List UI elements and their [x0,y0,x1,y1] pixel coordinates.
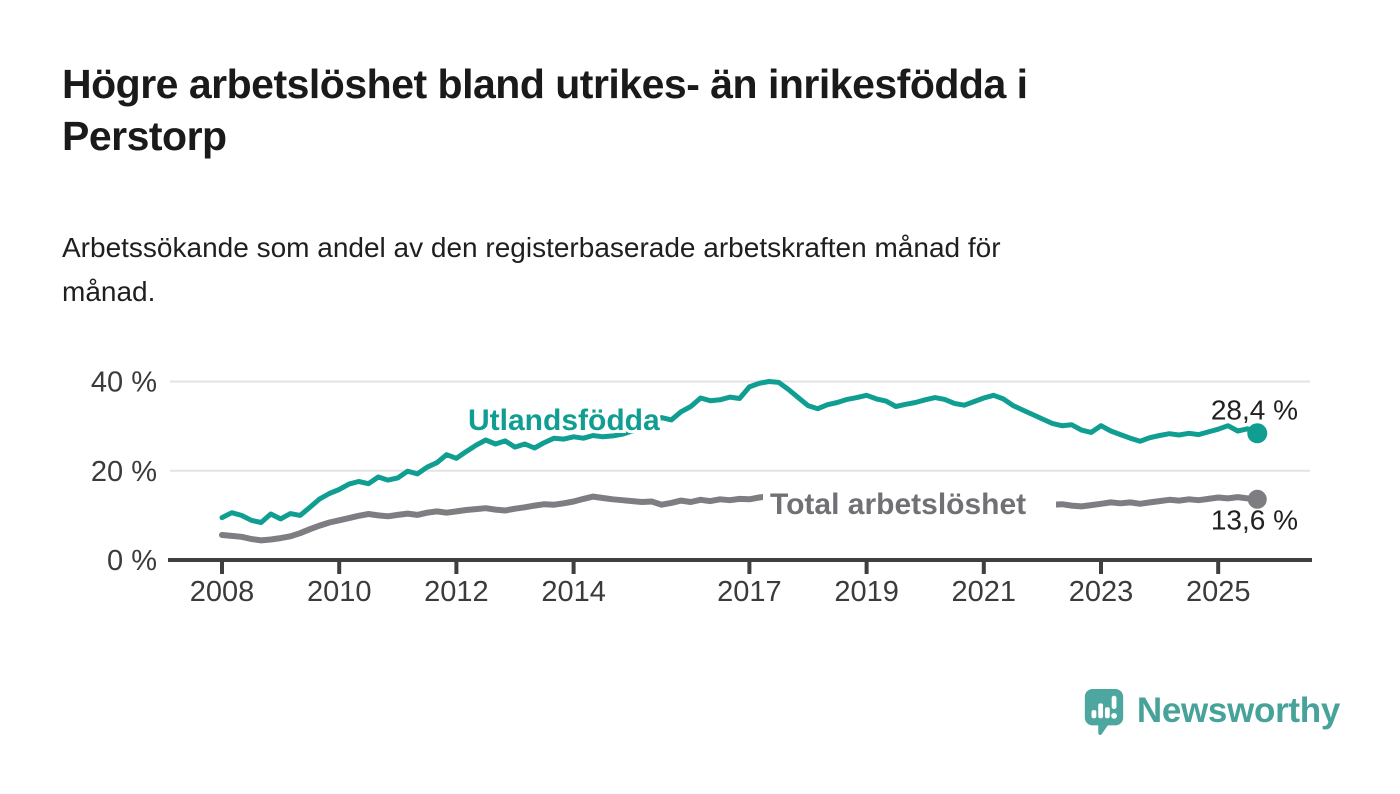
end-value-label-total-arbetsloshet: 13,6 % [1211,504,1298,535]
chart-title-line-2: Perstorp [62,113,227,159]
end-value-label-utlandsfodda: 28,4 % [1211,394,1298,425]
series-line-total-arbetsloshet [219,493,1261,544]
chart-title-line-1: Högre arbetslöshet bland utrikes- än inr… [62,61,1028,107]
series-label-total-arbetsloshet: Total arbetslöshet [770,488,1026,521]
x-tick-label-2023: 2023 [1069,576,1134,608]
series-label-backdrop [763,487,1056,519]
x-tick-label-2010: 2010 [307,576,372,608]
end-dot-utlandsfodda [1247,423,1268,444]
chart-subtitle-line-1: Arbetssökande som andel av den registerb… [62,232,1001,263]
newsworthy-logo: Newsworthy [1081,684,1340,738]
x-tick-label-2008: 2008 [190,576,255,608]
x-tick-label-2012: 2012 [424,576,489,608]
y-tick-label-0: 0 % [107,545,157,577]
bar-chart-speech-bubble-icon [1084,688,1124,735]
end-dot-total-arbetsloshet [1247,489,1267,509]
x-tick-label-2025: 2025 [1186,576,1251,608]
x-tick-label-2014: 2014 [541,576,606,608]
y-tick-label-20: 20 % [91,456,157,488]
chart-subtitle: Arbetssökande som andel av den registerb… [62,226,1342,314]
x-tick-label-2021: 2021 [952,576,1017,608]
series-label-utlandsfodda: Utlandsfödda [468,404,660,437]
chart-title: Högre arbetslöshet bland utrikes- än inr… [62,58,1342,162]
newsworthy-logo-text: Newsworthy [1136,691,1340,730]
x-tick-label-2017: 2017 [717,576,782,608]
series-line-utlandsfodda [219,379,1260,525]
y-tick-label-40: 40 % [91,367,157,399]
x-tick-label-2019: 2019 [834,576,899,608]
chart-subtitle-line-2: månad. [62,276,156,307]
